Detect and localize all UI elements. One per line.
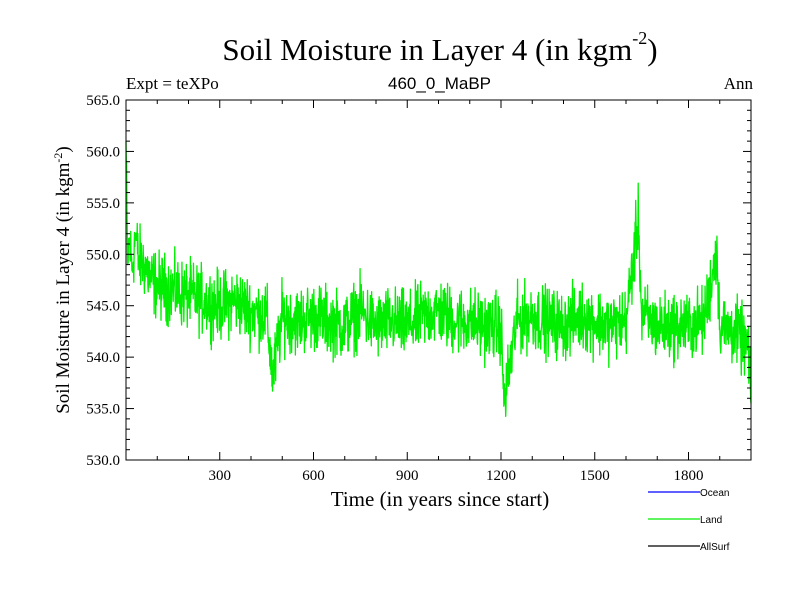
x-tick-label: 1500	[580, 468, 610, 484]
x-axis-label: Time (in years since start)	[331, 487, 550, 511]
x-tick-label: 1800	[674, 468, 704, 484]
experiment-label: Expt = teXPo	[126, 74, 219, 93]
x-tick-label: 600	[302, 468, 325, 484]
run-id-label: 460_0_MaBP	[388, 74, 492, 93]
legend: Ocean Land AllSurf	[648, 488, 730, 553]
chart-title: Soil Moisture in Layer 4 (in kgm-2)	[222, 28, 658, 67]
y-tick-label: 550.0	[86, 247, 120, 263]
x-tick-label: 1200	[486, 468, 516, 484]
x-tick-label: 900	[396, 468, 419, 484]
season-label: Ann	[723, 74, 753, 93]
series-line-land	[125, 141, 752, 418]
y-tick-label: 565.0	[86, 93, 120, 109]
y-tick-label: 540.0	[86, 350, 120, 366]
y-tick-label: 535.0	[86, 402, 120, 418]
x-tick-label: 300	[209, 468, 232, 484]
legend-label-allsurf: AllSurf	[700, 542, 730, 553]
y-axis-label: Soil Moisture in Layer 4 (in kgm-2)	[51, 146, 74, 414]
series-layer	[125, 141, 752, 418]
legend-label-land: Land	[700, 515, 722, 526]
y-tick-label: 555.0	[86, 196, 120, 212]
y-tick-label: 545.0	[86, 299, 120, 315]
legend-label-ocean: Ocean	[700, 488, 729, 499]
y-tick-label: 560.0	[86, 144, 120, 160]
ticks-layer: 300 600 900 1200 1500 1800 530.0 535.0 540.0 545.…	[86, 93, 751, 484]
y-tick-label: 530.0	[86, 453, 120, 469]
